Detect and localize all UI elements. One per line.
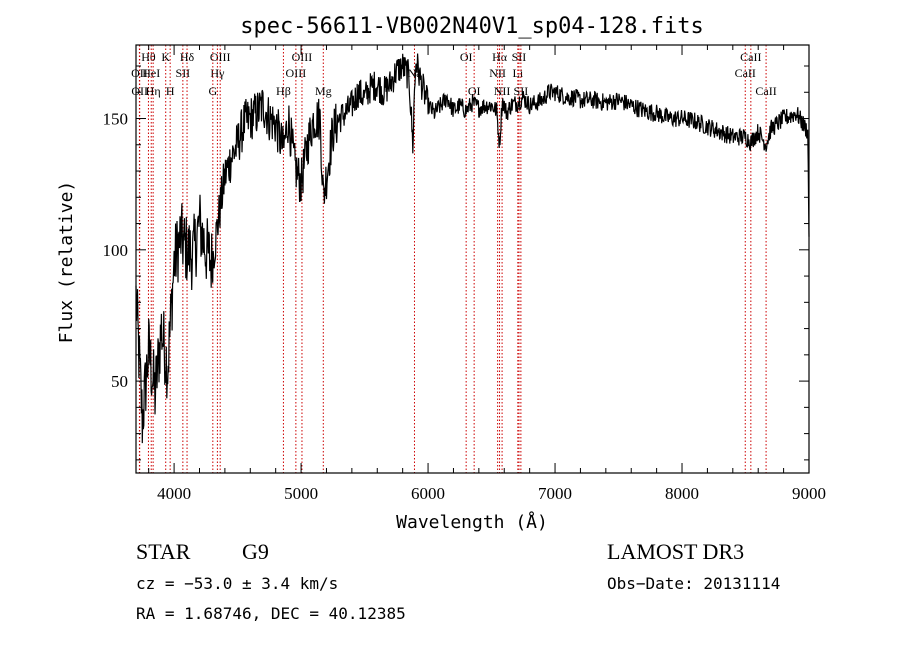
line-marker-label: NII bbox=[494, 84, 511, 98]
line-marker-label: CaII bbox=[755, 84, 776, 98]
line-marker-label: G bbox=[208, 84, 217, 98]
y-tick-label: 100 bbox=[103, 241, 129, 260]
line-marker-label: OI bbox=[468, 84, 481, 98]
line-marker-label: OIII bbox=[210, 50, 231, 64]
coordinates: RA = 1.68746, DEC = 40.12385 bbox=[136, 604, 406, 623]
object-class: STAR bbox=[136, 539, 191, 564]
line-marker-label: OIII bbox=[286, 66, 307, 80]
line-marker-label: SII bbox=[512, 50, 527, 64]
line-marker-label: Hδ bbox=[180, 50, 195, 64]
line-marker-label: Hγ bbox=[210, 66, 225, 80]
axis-ticks: 4000 5000 6000 7000 8000 9000 50 100 150 bbox=[103, 45, 826, 503]
line-marker-label: Li bbox=[512, 66, 523, 80]
x-tick-label: 9000 bbox=[792, 484, 826, 503]
line-marker-label: SII bbox=[176, 66, 191, 80]
survey-name: LAMOST DR3 bbox=[607, 539, 745, 564]
line-marker-label: CaII bbox=[740, 50, 761, 64]
line-marker-label: Hα bbox=[492, 50, 508, 64]
line-marker-label: Hη bbox=[146, 84, 161, 98]
x-axis-label: Wavelength (Å) bbox=[396, 511, 548, 533]
line-marker-label: SII bbox=[514, 84, 529, 98]
y-tick-label: 50 bbox=[111, 372, 128, 391]
x-tick-label: 5000 bbox=[284, 484, 318, 503]
x-tick-label: 4000 bbox=[157, 484, 191, 503]
x-tick-label: 6000 bbox=[411, 484, 445, 503]
line-marker-label: HeI bbox=[142, 66, 160, 80]
line-marker-label: Hβ bbox=[276, 84, 291, 98]
line-marker-label: Hθ bbox=[141, 50, 156, 64]
obs-date: Obs−Date: 20131114 bbox=[607, 574, 781, 593]
line-marker-label: H bbox=[166, 84, 175, 98]
line-marker-label: CaII bbox=[735, 66, 756, 80]
y-axis-label: Flux (relative) bbox=[56, 181, 77, 344]
x-tick-label: 8000 bbox=[665, 484, 699, 503]
line-marker-label: NII bbox=[489, 66, 506, 80]
chart-title: spec-56611-VB002N40V1_sp04-128.fits bbox=[240, 14, 704, 39]
spectrum-line bbox=[135, 53, 810, 444]
x-tick-label: 7000 bbox=[538, 484, 572, 503]
line-marker-label: OIII bbox=[292, 50, 313, 64]
y-tick-label: 150 bbox=[103, 110, 129, 129]
line-marker-label: K bbox=[161, 50, 170, 64]
redshift-text: cz = −53.0 ± 3.4 km/s bbox=[136, 574, 339, 593]
plot-frame bbox=[135, 44, 810, 474]
object-subclass: G9 bbox=[242, 539, 269, 564]
line-marker-label: OI bbox=[460, 50, 473, 64]
line-marker-label: Mg bbox=[315, 84, 332, 98]
